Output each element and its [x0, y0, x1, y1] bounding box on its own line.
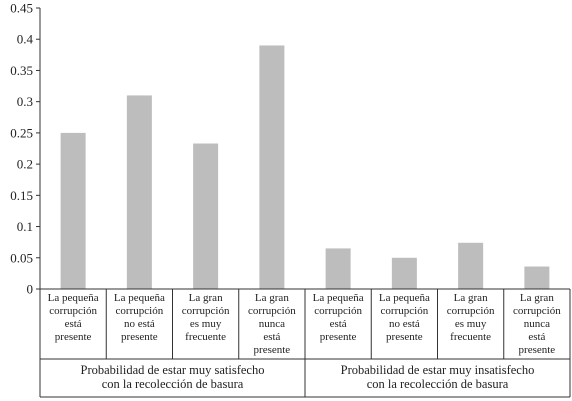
category-label-line: corrupción	[314, 305, 362, 317]
category-label-line: corrupción	[447, 305, 495, 317]
category-label-line: La pequeña	[48, 292, 99, 304]
group-labels: Probabilidad de estar muy satisfechocon …	[81, 363, 535, 391]
bar	[259, 45, 285, 289]
group-label-line: Probabilidad de estar muy insatisfecho	[341, 363, 535, 377]
category-label-line: presente	[55, 331, 92, 343]
category-label-line: no está	[124, 318, 155, 330]
category-label-line: presente	[519, 344, 556, 356]
bar	[126, 95, 152, 289]
bar	[325, 248, 351, 289]
bar	[60, 132, 86, 289]
category-label-line: corrupción	[513, 305, 561, 317]
category-label-line: nunca	[524, 318, 550, 330]
category-label-line: presente	[320, 331, 357, 343]
y-tick-label: 0.45	[10, 1, 33, 16]
y-axis-ticks: 0 0.05 0.1 0.15 0.2 0.25 0.3 0.35 0.4 0.45	[10, 1, 40, 297]
category-label-line: corrupción	[49, 305, 97, 317]
category-label-line: presente	[386, 331, 423, 343]
category-label-line: está	[263, 331, 280, 343]
y-tick-label: 0.05	[10, 250, 33, 265]
y-tick-label: 0	[27, 282, 34, 297]
bars	[60, 45, 550, 289]
category-label-line: corrupción	[381, 305, 429, 317]
category-label-line: es muy	[455, 318, 487, 330]
category-label-line: presente	[121, 331, 158, 343]
category-label-line: La gran	[255, 292, 289, 304]
category-label-line: La pequeña	[379, 292, 430, 304]
y-tick-label: 0.4	[17, 32, 34, 47]
y-tick-label: 0.25	[10, 125, 33, 140]
bar	[524, 266, 550, 289]
category-label-line: está	[65, 318, 82, 330]
category-label-line: frecuente	[450, 331, 491, 343]
category-label-line: nunca	[259, 318, 285, 330]
category-label-line: corrupción	[248, 305, 296, 317]
category-label-line: está	[528, 331, 545, 343]
category-label-line: está	[330, 318, 347, 330]
group-label-line: con la recolección de basura	[102, 377, 244, 391]
category-label-line: La gran	[189, 292, 223, 304]
y-tick-label: 0.35	[10, 63, 33, 78]
bar	[458, 242, 484, 289]
category-label-line: no está	[389, 318, 420, 330]
category-label-line: corrupción	[182, 305, 230, 317]
category-label-line: corrupción	[116, 305, 164, 317]
y-tick-label: 0.15	[10, 188, 33, 203]
category-label-line: presente	[254, 344, 291, 356]
y-tick-label: 0.3	[17, 94, 33, 109]
category-label-line: es muy	[190, 318, 222, 330]
y-tick-label: 0.1	[17, 219, 33, 234]
category-label-line: La pequeña	[114, 292, 165, 304]
category-table	[39, 288, 571, 398]
category-label-line: La gran	[520, 292, 554, 304]
category-label-line: frecuente	[185, 331, 226, 343]
y-tick-label: 0.2	[17, 157, 33, 172]
category-label-line: La pequeña	[313, 292, 364, 304]
bar	[391, 257, 417, 289]
category-label-line: La gran	[454, 292, 488, 304]
group-label-line: con la recolección de basura	[367, 377, 509, 391]
group-label-line: Probabilidad de estar muy satisfecho	[81, 363, 265, 377]
bar	[193, 143, 219, 289]
